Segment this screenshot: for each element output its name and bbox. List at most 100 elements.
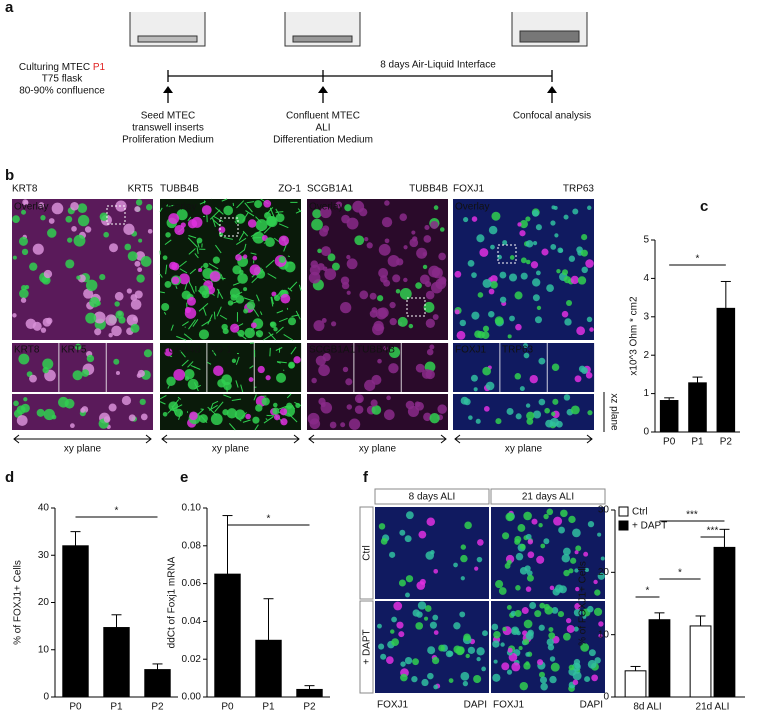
stain-label: DAPI bbox=[464, 700, 487, 711]
junction bbox=[220, 274, 224, 281]
cell bbox=[574, 375, 582, 383]
cell bbox=[419, 578, 426, 585]
cell bbox=[483, 406, 490, 412]
cell bbox=[431, 267, 443, 279]
cell bbox=[536, 555, 545, 564]
cell bbox=[164, 348, 173, 357]
cell bbox=[424, 605, 432, 612]
cell bbox=[423, 301, 435, 313]
x-tick-label: P2 bbox=[303, 702, 316, 712]
cell bbox=[399, 287, 412, 300]
cell bbox=[438, 252, 446, 261]
cell bbox=[526, 574, 534, 582]
cell bbox=[527, 539, 534, 545]
cell bbox=[476, 556, 483, 563]
cell bbox=[598, 633, 603, 639]
cell bbox=[506, 604, 512, 610]
cell bbox=[525, 586, 532, 592]
junction bbox=[263, 416, 274, 424]
cell bbox=[65, 215, 73, 223]
cell bbox=[477, 292, 484, 298]
cell bbox=[509, 273, 518, 282]
column-header: 8 days ALI bbox=[409, 492, 456, 503]
cell bbox=[570, 557, 577, 564]
cell bbox=[565, 617, 572, 624]
cell bbox=[130, 299, 142, 310]
cell bbox=[581, 266, 588, 274]
cell bbox=[563, 547, 571, 556]
cell bbox=[51, 202, 64, 215]
cell bbox=[250, 322, 257, 329]
cell bbox=[568, 515, 576, 524]
cell bbox=[562, 269, 569, 276]
cell bbox=[535, 224, 542, 231]
cell bbox=[76, 275, 81, 280]
cell bbox=[222, 409, 229, 416]
cell bbox=[404, 535, 412, 543]
cell bbox=[549, 585, 555, 591]
cell bbox=[553, 516, 563, 526]
cell bbox=[577, 276, 587, 285]
cell bbox=[574, 568, 579, 573]
cell bbox=[550, 244, 557, 250]
cell bbox=[433, 205, 439, 210]
cell bbox=[273, 294, 281, 302]
cell bbox=[237, 273, 248, 284]
cell bbox=[237, 329, 245, 337]
cell bbox=[140, 256, 152, 267]
cell bbox=[540, 682, 548, 691]
cell bbox=[19, 288, 29, 299]
cell bbox=[538, 671, 546, 678]
cell bbox=[115, 370, 120, 376]
y-tick-label: 0.08 bbox=[182, 540, 202, 551]
cell bbox=[275, 213, 285, 223]
cell bbox=[583, 551, 589, 557]
micrograph bbox=[453, 343, 500, 392]
cell bbox=[327, 253, 336, 262]
x-tick-label: P1 bbox=[110, 702, 123, 712]
cell bbox=[70, 201, 79, 211]
cell bbox=[523, 343, 528, 348]
cell bbox=[80, 407, 86, 413]
cell bbox=[498, 587, 507, 595]
cell bbox=[509, 255, 515, 260]
y-tick-label: 1 bbox=[643, 388, 649, 399]
x-tick-label: 8d ALI bbox=[633, 702, 661, 712]
y-tick-label: 0.04 bbox=[182, 616, 202, 627]
cell bbox=[598, 621, 604, 627]
cell bbox=[580, 643, 590, 652]
significance-label: * bbox=[696, 254, 700, 265]
cell bbox=[108, 333, 113, 338]
transwell bbox=[129, 12, 206, 47]
cell bbox=[331, 262, 340, 271]
bar bbox=[103, 627, 130, 698]
cell bbox=[12, 255, 17, 260]
x-tick-label: 21d ALI bbox=[696, 702, 730, 712]
cell bbox=[476, 647, 485, 656]
cell bbox=[47, 228, 57, 238]
y-tick-label: 30 bbox=[38, 550, 50, 561]
cell bbox=[405, 592, 410, 598]
cell bbox=[29, 262, 38, 271]
panel-letter: c bbox=[700, 198, 708, 215]
cell bbox=[532, 278, 541, 287]
cell bbox=[470, 374, 478, 382]
cell bbox=[460, 671, 470, 681]
junction bbox=[278, 223, 289, 229]
overlay-label: Overlay bbox=[14, 202, 48, 213]
arrow-head bbox=[308, 434, 447, 444]
cell bbox=[273, 402, 278, 408]
cell bbox=[580, 249, 588, 257]
inset-box bbox=[406, 297, 426, 317]
cell bbox=[40, 327, 47, 333]
cell bbox=[134, 260, 141, 267]
micrograph bbox=[375, 601, 489, 693]
cell bbox=[563, 276, 571, 284]
junction bbox=[167, 385, 170, 389]
cell bbox=[378, 243, 391, 256]
cell bbox=[265, 375, 271, 381]
cell bbox=[519, 386, 525, 392]
cell bbox=[232, 265, 242, 275]
junction bbox=[188, 282, 193, 289]
cell bbox=[551, 607, 559, 614]
